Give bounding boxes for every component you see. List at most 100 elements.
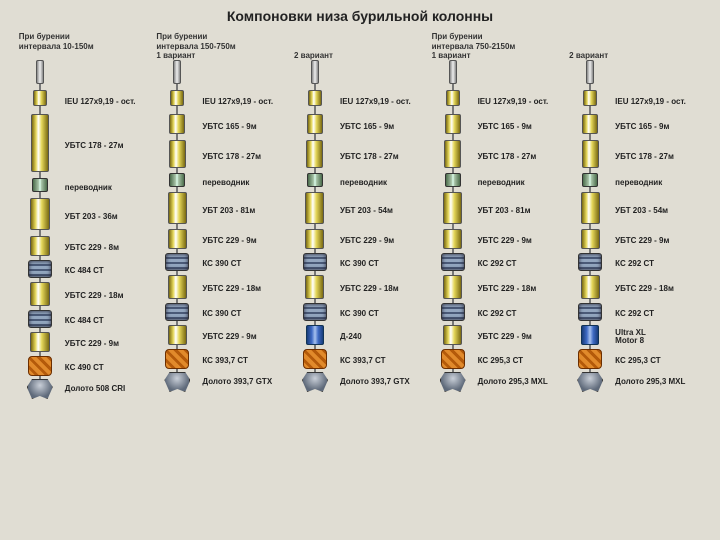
assembly-item: КС 490 СТ xyxy=(19,356,151,379)
component-label: УБТС 229 - 9м xyxy=(198,237,288,245)
assembly-item: Долото 295,3 MXL xyxy=(569,372,701,392)
assembly-column: При бурении интервала 10-150мIEU 127x9,1… xyxy=(19,32,151,399)
component-label: УБТ 203 - 81м xyxy=(198,207,288,215)
component-label: УБТС 229 - 9м xyxy=(474,333,564,341)
drill-pipe xyxy=(446,90,460,106)
connector-shaft xyxy=(589,106,591,114)
drill-pipe xyxy=(305,275,324,299)
assembly-item: переводник xyxy=(156,173,288,192)
assembly-item: КС 484 СТ xyxy=(19,310,151,332)
shape-cell xyxy=(432,60,474,90)
assembly-item: УБТС 178 - 27м xyxy=(569,140,701,173)
shape-cell xyxy=(156,275,198,303)
shape-cell xyxy=(294,90,336,114)
shape-cell xyxy=(569,192,611,229)
adapter-sub xyxy=(582,173,598,187)
drill-pipe xyxy=(305,229,324,249)
component-label: УБТС 165 - 9м xyxy=(198,123,288,131)
shape-cell xyxy=(156,303,198,325)
shape-cell xyxy=(569,114,611,140)
shape-cell xyxy=(294,60,336,90)
shape-cell xyxy=(432,140,474,173)
drill-pipe xyxy=(169,140,186,168)
top-rod xyxy=(173,60,181,84)
component-label: УБТС 229 - 18м xyxy=(474,285,564,293)
shape-cell xyxy=(432,90,474,114)
assembly-item: УБТС 229 - 9м xyxy=(19,332,151,356)
shape-cell xyxy=(432,275,474,303)
assembly-item xyxy=(19,60,151,90)
component-label: УБТС 178 - 27м xyxy=(474,153,564,161)
component-label: УБТ 203 - 36м xyxy=(61,213,151,221)
component-label: IEU 127x9,19 - ост. xyxy=(198,98,288,106)
assembly-item: УБТ 203 - 81м xyxy=(156,192,288,229)
shape-cell xyxy=(569,140,611,173)
shape-cell xyxy=(432,349,474,372)
stabilizer xyxy=(303,303,327,321)
shape-cell xyxy=(19,260,61,282)
component-label: УБТС 178 - 27м xyxy=(61,142,151,150)
shape-cell xyxy=(19,198,61,236)
connector-shaft xyxy=(39,106,41,114)
component-label: IEU 127x9,19 - ост. xyxy=(474,98,564,106)
assembly-item: КС 484 СТ xyxy=(19,260,151,282)
assembly-item: КС 292 СТ xyxy=(432,253,564,275)
drill-pipe xyxy=(581,192,600,224)
component-label: УБТС 229 - 8м xyxy=(61,244,151,252)
drill-pipe xyxy=(306,140,323,168)
shape-cell xyxy=(569,349,611,372)
assembly-item: переводник xyxy=(19,178,151,198)
shape-cell xyxy=(294,372,336,392)
drill-pipe xyxy=(169,114,185,134)
adapter-sub xyxy=(445,173,461,187)
assembly-item: IEU 127x9,19 - ост. xyxy=(569,90,701,114)
assembly-item: Долото 295,3 MXL xyxy=(432,372,564,392)
shape-cell xyxy=(156,229,198,253)
shape-cell xyxy=(569,325,611,349)
assembly-item: УБТС 229 - 18м xyxy=(294,275,426,303)
component-label: КС 292 СТ xyxy=(474,260,564,268)
shape-cell xyxy=(156,349,198,372)
shape-cell xyxy=(294,173,336,192)
reamer xyxy=(165,349,189,369)
shape-cell xyxy=(156,90,198,114)
assembly-item: IEU 127x9,19 - ост. xyxy=(432,90,564,114)
component-label: Долото 393,7 GTX xyxy=(336,378,426,386)
component-label: КС 390 СТ xyxy=(336,310,426,318)
shape-cell xyxy=(156,253,198,275)
assembly-item: УБТ 203 - 54м xyxy=(569,192,701,229)
assembly-item: КС 292 СТ xyxy=(569,253,701,275)
assembly-item: КС 295,3 СТ xyxy=(569,349,701,372)
assembly-item: УБТС 229 - 9м xyxy=(156,325,288,349)
top-rod xyxy=(449,60,457,84)
stabilizer xyxy=(578,253,602,271)
component-label: переводник xyxy=(336,179,426,187)
column-header: 2 вариант xyxy=(294,32,333,60)
drill-pipe xyxy=(168,229,187,249)
connector-shaft xyxy=(176,106,178,114)
drill-pipe xyxy=(30,236,50,256)
shape-cell xyxy=(156,372,198,392)
assembly-item: УБТС 178 - 27м xyxy=(156,140,288,173)
component-label: IEU 127x9,19 - ост. xyxy=(611,98,701,106)
shape-cell xyxy=(569,90,611,114)
shape-cell xyxy=(569,253,611,275)
drill-pipe xyxy=(443,325,462,345)
component-label: КС 393,7 СТ xyxy=(336,357,426,365)
assembly-item: УБТС 165 - 9м xyxy=(569,114,701,140)
assembly-column: 2 вариантIEU 127x9,19 - ост.УБТС 165 - 9… xyxy=(294,32,426,392)
assembly-item: УБТС 178 - 27м xyxy=(294,140,426,173)
shape-cell xyxy=(19,90,61,114)
drill-bit xyxy=(302,372,328,392)
assembly-column: При бурении интервала 750-2150м 1 вариан… xyxy=(432,32,564,392)
assembly-item: УБТС 229 - 18м xyxy=(432,275,564,303)
shape-cell xyxy=(569,372,611,392)
shape-cell xyxy=(569,60,611,90)
component-label: КС 484 СТ xyxy=(61,317,151,325)
assembly-stack: IEU 127x9,19 - ост.УБТС 165 - 9мУБТС 178… xyxy=(294,60,426,392)
adapter-sub xyxy=(32,178,48,192)
assembly-stack: IEU 127x9,19 - ост. УБТС 165 - 9мУБТС 178… xyxy=(569,60,701,392)
component-label: УБТС 229 - 9м xyxy=(611,237,701,245)
top-rod xyxy=(586,60,594,84)
assembly-item: УБТ 203 - 36м xyxy=(19,198,151,236)
